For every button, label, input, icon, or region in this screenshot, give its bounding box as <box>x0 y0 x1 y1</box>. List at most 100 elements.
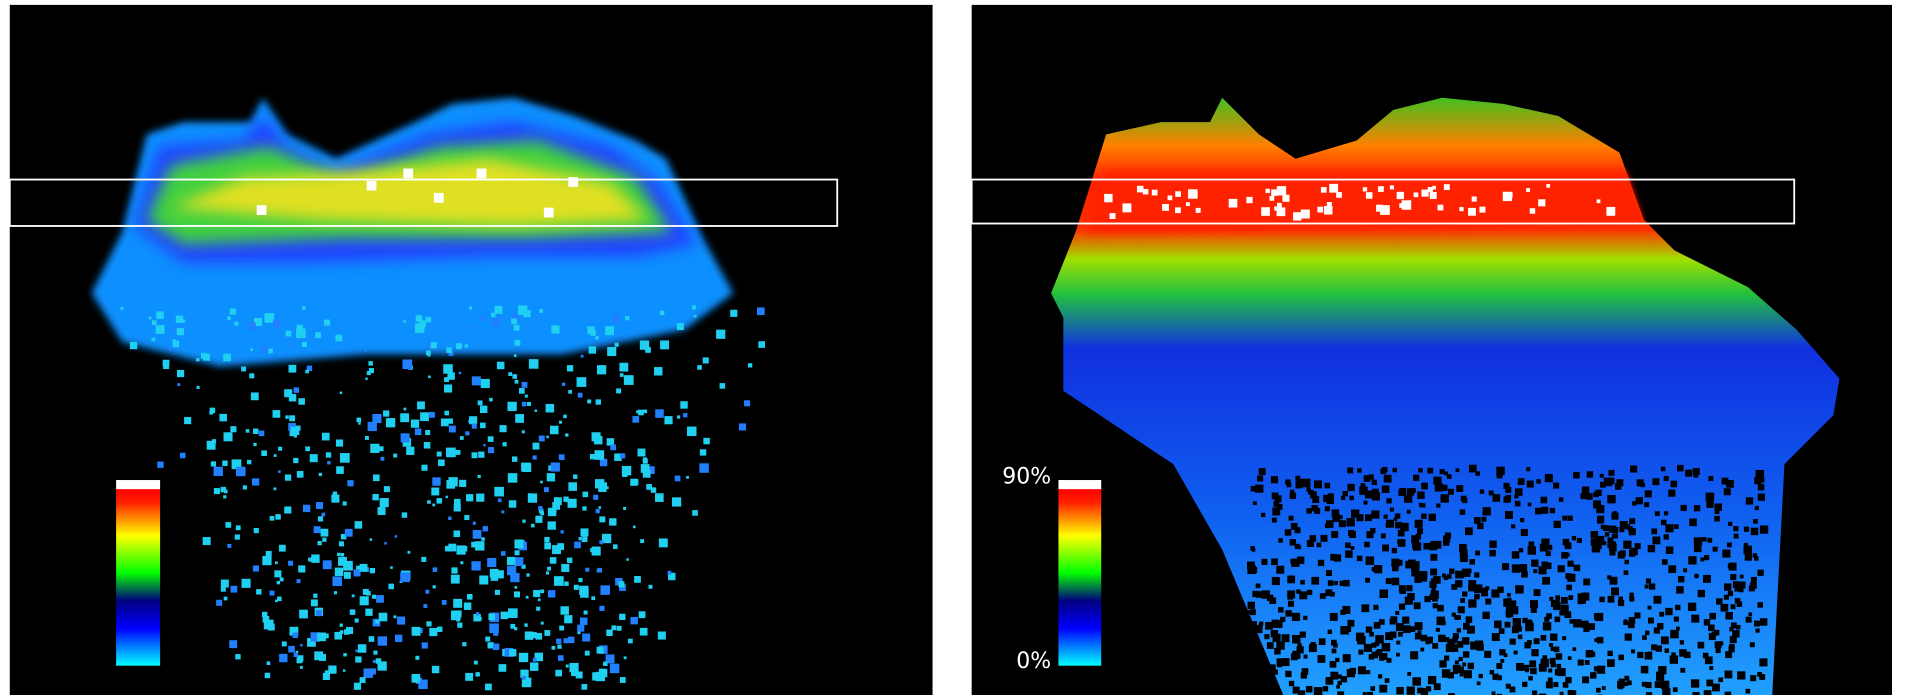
speckle <box>1259 468 1266 475</box>
speckle <box>1634 612 1640 618</box>
speckle <box>1618 685 1623 690</box>
speckle <box>1312 496 1319 503</box>
speckle <box>1329 184 1338 193</box>
speckle <box>1386 498 1391 503</box>
speckle <box>1709 613 1716 620</box>
speckle <box>449 426 456 433</box>
speckle <box>346 627 353 634</box>
speckle <box>1485 586 1489 590</box>
speckle <box>1374 566 1378 570</box>
speckle <box>1361 604 1369 612</box>
speckle <box>488 614 495 621</box>
speckle <box>1517 567 1521 571</box>
speckle <box>1393 468 1397 472</box>
speckle <box>1493 494 1501 502</box>
speckle <box>1668 565 1676 573</box>
speckle <box>1441 621 1446 626</box>
speckle <box>716 330 725 339</box>
speckle <box>381 457 385 461</box>
speckle <box>1578 660 1584 666</box>
speckle <box>533 658 537 662</box>
speckle <box>1256 583 1261 588</box>
speckle <box>1625 560 1629 564</box>
speckle <box>1597 517 1603 523</box>
speckle <box>336 439 343 446</box>
speckle <box>492 318 500 326</box>
speckle <box>1655 681 1662 688</box>
speckle <box>236 467 245 476</box>
speckle <box>605 326 614 335</box>
speckle <box>1512 551 1520 559</box>
speckle <box>526 573 529 576</box>
speckle <box>616 388 621 393</box>
speckle <box>1300 580 1305 585</box>
speckle <box>406 447 414 455</box>
speckle <box>1326 570 1332 576</box>
speckle <box>1379 619 1385 625</box>
speckle <box>509 649 516 656</box>
speckle <box>1360 483 1365 488</box>
speckle <box>1718 677 1723 682</box>
speckle <box>1704 690 1712 695</box>
speckle <box>343 561 353 571</box>
speckle <box>421 465 427 471</box>
speckle <box>343 501 347 505</box>
speckle <box>1570 619 1575 624</box>
speckle <box>1320 535 1327 542</box>
speckle <box>512 456 517 461</box>
speckle <box>1694 545 1702 553</box>
speckle <box>1706 493 1715 502</box>
speckle <box>1459 207 1463 211</box>
speckle <box>544 537 549 542</box>
speckle <box>311 599 318 606</box>
speckle <box>1628 622 1635 629</box>
speckle <box>1439 660 1446 667</box>
speckle <box>355 619 359 623</box>
speckle <box>1483 507 1491 515</box>
speckle <box>1530 208 1535 213</box>
speckle <box>499 664 507 672</box>
speckle <box>514 539 523 548</box>
speckle <box>1659 612 1664 617</box>
speckle <box>514 627 517 630</box>
speckle <box>574 542 581 549</box>
speckle <box>1698 590 1705 597</box>
speckle <box>1381 533 1386 538</box>
speckle <box>1379 685 1387 693</box>
speckle <box>1596 688 1601 693</box>
speckle <box>595 479 604 488</box>
speckle <box>610 664 620 674</box>
speckle <box>1297 545 1301 549</box>
speckle <box>298 565 305 572</box>
speckle <box>540 481 543 484</box>
speckle <box>564 615 572 623</box>
speckle <box>1748 612 1752 616</box>
speckle <box>1366 626 1372 632</box>
speckle <box>1544 617 1549 622</box>
speckle <box>1462 569 1470 577</box>
speckle <box>1311 577 1319 585</box>
speckle <box>538 598 541 601</box>
speckle <box>231 586 238 593</box>
speckle <box>1704 555 1709 560</box>
speckle <box>541 622 544 625</box>
speckle <box>1444 576 1448 580</box>
speckle <box>1518 478 1525 485</box>
speckle <box>655 493 664 502</box>
speckle <box>454 499 461 506</box>
speckle <box>1556 664 1561 669</box>
speckle <box>1624 570 1629 575</box>
speckle <box>1734 534 1739 539</box>
speckle <box>1541 497 1548 504</box>
speckle <box>501 612 508 619</box>
speckle <box>1751 528 1758 535</box>
speckle <box>286 331 292 337</box>
speckle <box>1573 472 1580 479</box>
speckle <box>445 546 451 552</box>
speckle <box>372 595 376 599</box>
speckle <box>585 651 590 656</box>
speckle <box>1489 541 1496 548</box>
speckle <box>1437 485 1442 490</box>
speckle <box>584 611 588 615</box>
speckle <box>1760 618 1767 625</box>
